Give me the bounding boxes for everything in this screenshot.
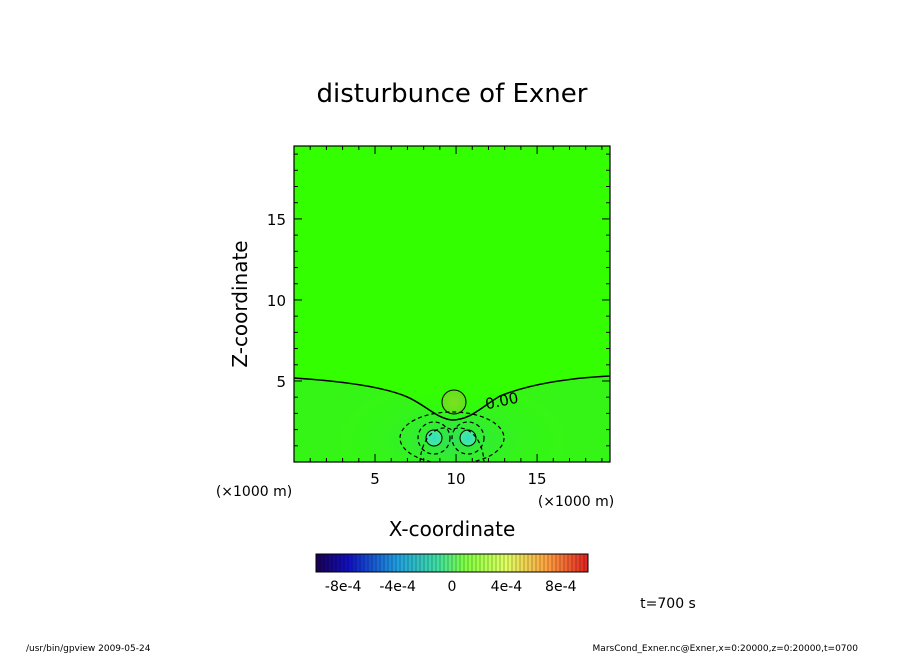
colorbar-tick-label: 8e-4 [545,579,577,595]
colorbar: -8e-4 -4e-4 0 4e-4 8e-4 [315,553,589,595]
axis-ticks [294,146,610,462]
colorbar-bands [319,554,585,572]
y-tick-label: 5 [276,373,286,391]
x-tick-label: 5 [370,470,380,488]
y-axis-label: Z-coordinate [228,240,252,367]
axis-tick-labels: 5 10 15 5 10 15 [267,211,547,488]
negative-contours [399,411,505,462]
footer-left: /usr/bin/gpview 2009-05-24 [26,644,151,654]
negative-halo [332,380,572,462]
negative-core-right [459,429,477,447]
zero-contour [294,375,610,421]
y-tick-label: 15 [267,211,286,229]
colorbar-tick-label: 4e-4 [491,579,523,595]
time-label: t=700 s [640,596,696,612]
x-axis-unit: (×1000 m) [538,494,614,510]
x-axis-label: X-coordinate [389,517,516,541]
colorbar-frame [315,553,589,573]
x-tick-label: 15 [528,470,547,488]
chart-title: disturbunce of Exner [317,79,588,109]
colorbar-tick-labels: -8e-4 -4e-4 0 4e-4 8e-4 [325,579,577,595]
y-tick-label: 10 [267,292,286,310]
footer-right: MarsCond_Exner.nc@Exner,x=0:20000,z=0:20… [593,644,859,654]
plot-frame [293,145,611,463]
positive-blob [441,389,467,415]
plot-area [294,146,610,462]
colorbar-tick-label: -8e-4 [325,579,362,595]
negative-core-left [425,429,443,447]
x-tick-label: 10 [447,470,466,488]
colorbar-tick-label: -4e-4 [379,579,416,595]
y-axis-unit: (×1000 m) [216,484,292,500]
colorbar-tick-label: 0 [448,579,457,595]
